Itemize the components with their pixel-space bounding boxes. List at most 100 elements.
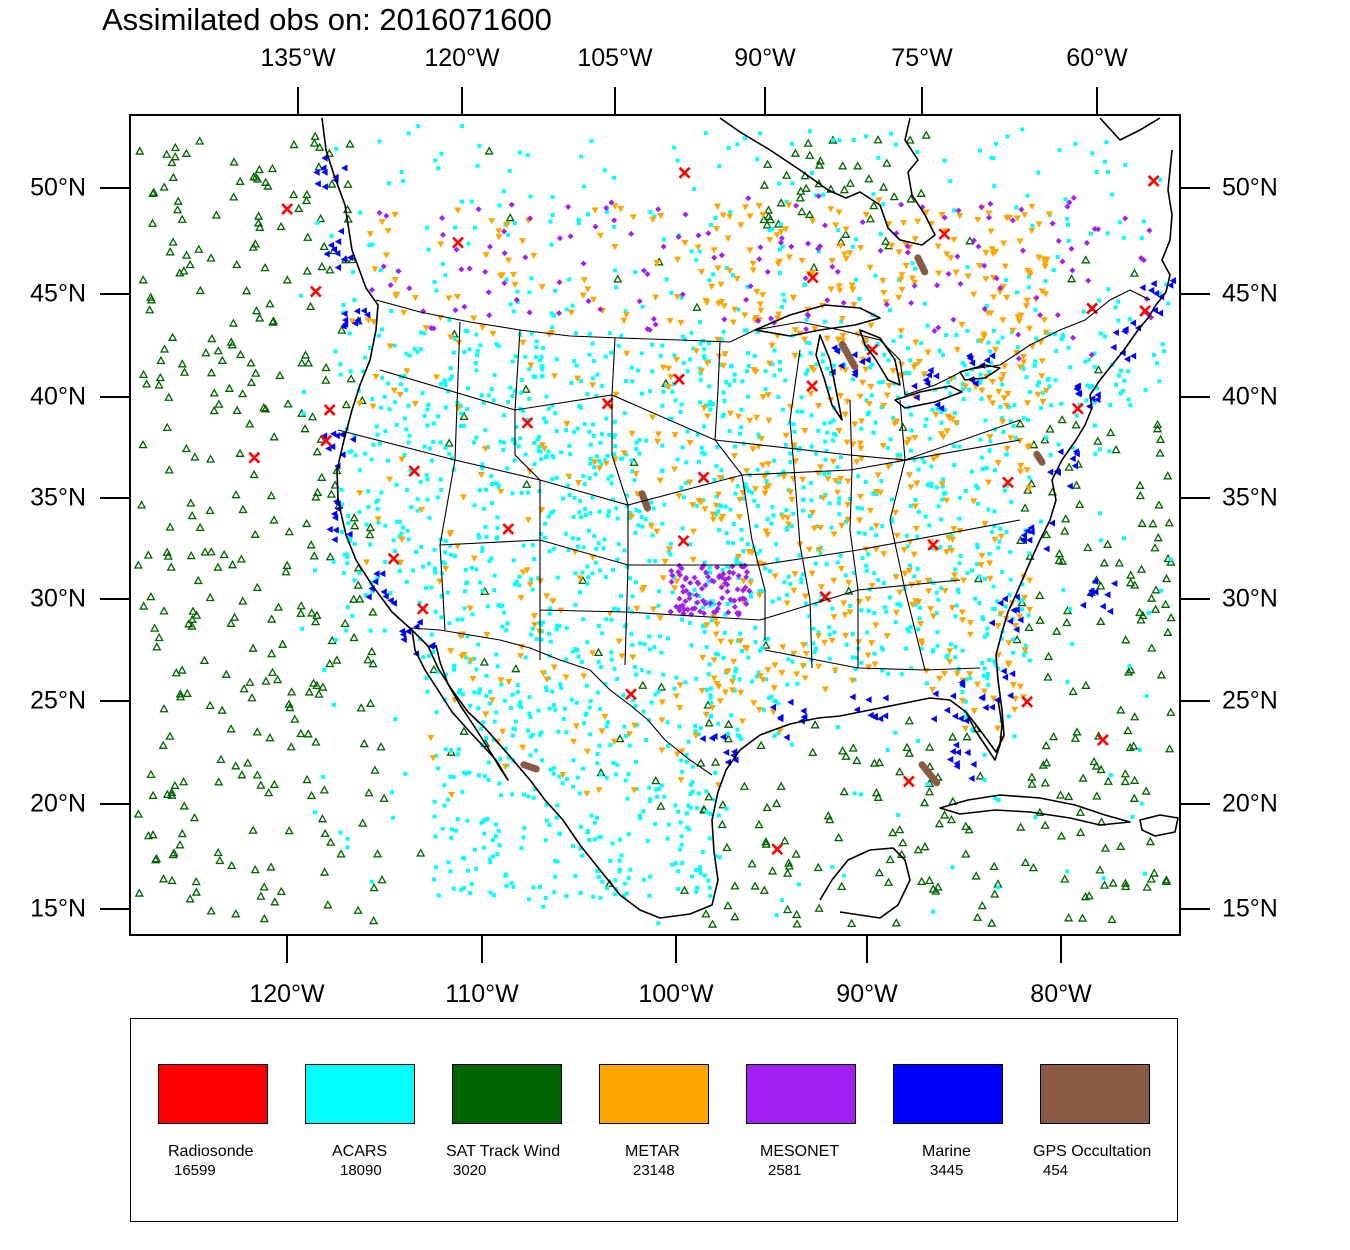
metar-marker	[784, 515, 792, 522]
acars-marker	[480, 545, 485, 550]
acars-marker	[510, 733, 515, 738]
sat-track-wind-marker	[195, 136, 205, 145]
metar-marker	[356, 490, 364, 497]
sat-track-wind-marker	[1075, 499, 1085, 509]
acars-marker	[697, 459, 702, 464]
acars-marker	[357, 570, 362, 575]
acars-marker	[698, 871, 703, 876]
acars-marker	[442, 379, 447, 384]
acars-marker	[406, 131, 411, 136]
sat-track-wind-marker	[284, 699, 294, 708]
acars-marker	[695, 432, 700, 437]
metar-marker	[893, 532, 901, 540]
right-lat-label: 30°N	[1222, 584, 1278, 613]
acars-marker	[786, 574, 791, 579]
acars-marker	[998, 526, 1003, 531]
sat-track-wind-marker	[814, 903, 824, 912]
marine-marker	[1046, 468, 1054, 476]
metar-marker	[1003, 402, 1011, 410]
sat-track-wind-marker	[289, 189, 299, 199]
acars-marker	[924, 681, 929, 686]
acars-marker	[778, 367, 783, 372]
acars-marker	[935, 406, 940, 411]
acars-marker	[573, 602, 578, 607]
mesonet-marker	[678, 565, 685, 572]
legend-count-gps-occultation: 454	[1043, 1162, 1069, 1179]
acars-marker	[598, 772, 603, 777]
sat-track-wind-marker	[790, 148, 801, 157]
metar-marker	[724, 235, 732, 242]
acars-marker	[511, 558, 516, 563]
radiosonde-marker	[1139, 305, 1151, 317]
metar-marker	[710, 247, 718, 254]
acars-marker	[804, 317, 809, 322]
acars-marker	[882, 352, 887, 357]
radiosonde-marker	[806, 271, 819, 284]
metar-marker	[697, 269, 705, 276]
acars-marker	[870, 362, 875, 367]
acars-marker	[595, 690, 600, 695]
marine-marker	[1000, 667, 1007, 675]
mesonet-marker	[669, 572, 676, 579]
left-lat-label: 25°N	[30, 686, 86, 715]
acars-marker	[536, 576, 541, 581]
acars-marker	[583, 513, 588, 518]
radiosonde-stroke	[1002, 476, 1014, 489]
metar-marker	[764, 667, 772, 674]
sat-track-wind-marker	[762, 220, 772, 229]
acars-marker	[752, 498, 757, 503]
acars-marker	[924, 417, 929, 422]
sat-track-wind-marker	[265, 733, 275, 742]
sat-track-wind-marker	[704, 792, 714, 801]
marine-marker	[404, 627, 412, 635]
sat-track-wind-marker	[651, 776, 661, 785]
metar-marker	[1026, 606, 1034, 614]
acars-marker	[700, 605, 705, 610]
radiosonde-marker	[320, 434, 333, 447]
metar-marker	[1023, 467, 1031, 474]
metar-marker	[418, 506, 426, 514]
acars-marker	[704, 645, 709, 650]
metar-marker	[567, 309, 575, 317]
acars-marker	[455, 817, 460, 822]
metar-marker	[857, 445, 865, 452]
metar-marker	[801, 593, 809, 600]
metar-marker	[809, 218, 817, 225]
acars-marker	[484, 673, 489, 678]
acars-marker	[392, 549, 397, 554]
metar-marker	[580, 277, 588, 284]
sat-track-wind-marker	[185, 894, 195, 903]
acars-marker	[886, 358, 891, 363]
acars-marker	[578, 379, 583, 384]
acars-marker	[542, 535, 547, 540]
sat-track-wind-marker	[252, 727, 262, 736]
metar-marker	[1000, 283, 1008, 291]
acars-marker	[688, 791, 693, 796]
sat-track-wind-marker	[1091, 761, 1101, 770]
sat-track-wind-marker	[1078, 773, 1088, 782]
acars-marker	[496, 828, 501, 833]
sat-track-wind-marker	[248, 825, 258, 834]
acars-marker	[499, 793, 504, 798]
metar-marker	[759, 292, 767, 299]
sat-track-wind-marker	[1106, 427, 1116, 437]
radiosonde-stroke	[309, 285, 322, 298]
acars-marker	[590, 495, 595, 500]
sat-track-wind-marker	[1156, 670, 1166, 679]
acars-marker	[700, 450, 705, 455]
acars-marker	[1121, 235, 1126, 240]
acars-marker	[672, 686, 677, 691]
acars-marker	[599, 665, 604, 670]
mesonet-marker	[697, 608, 704, 615]
acars-marker	[709, 222, 714, 227]
legend-label-metar: METAR	[625, 1143, 680, 1160]
acars-marker	[777, 359, 782, 364]
sat-track-wind-marker	[933, 882, 943, 891]
acars-marker	[404, 487, 409, 492]
sat-track-wind-marker	[252, 174, 263, 183]
metar-marker	[867, 383, 875, 391]
acars-marker	[684, 460, 689, 465]
marine-marker	[968, 775, 975, 783]
acars-marker	[799, 395, 804, 400]
acars-marker	[1083, 359, 1088, 364]
